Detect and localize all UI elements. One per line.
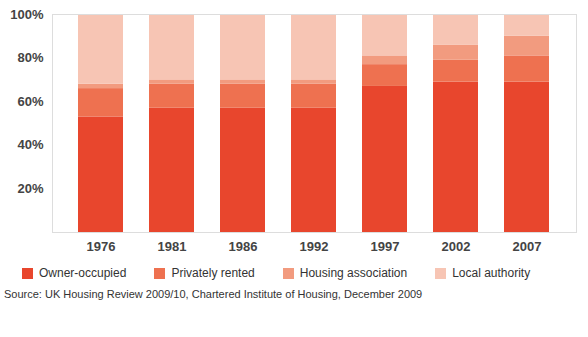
html-text:Privately rented: Privately rented: [171, 266, 255, 280]
html-text:Local authority: Local authority: [452, 266, 531, 280]
svg-text:20%: 20%: [17, 181, 43, 196]
html-text:Housing association: Housing association: [299, 266, 408, 280]
svg-text:1997: 1997: [371, 239, 400, 254]
svg-text:2002: 2002: [442, 239, 471, 254]
svg-text:100%: 100%: [10, 7, 44, 22]
svg-text:1992: 1992: [300, 239, 329, 254]
html-text:Source: UK Housing Review 2009: Source: UK Housing Review 2009/10, Chart…: [4, 288, 423, 300]
svg-text:40%: 40%: [17, 137, 43, 152]
svg-text:80%: 80%: [17, 50, 43, 65]
svg-text:60%: 60%: [17, 94, 43, 109]
svg-text:2007: 2007: [513, 239, 542, 254]
svg-text:1981: 1981: [158, 239, 187, 254]
svg-text:1986: 1986: [229, 239, 258, 254]
html-text:Owner-occupied: Owner-occupied: [39, 266, 127, 280]
svg-text:1976: 1976: [87, 239, 116, 254]
